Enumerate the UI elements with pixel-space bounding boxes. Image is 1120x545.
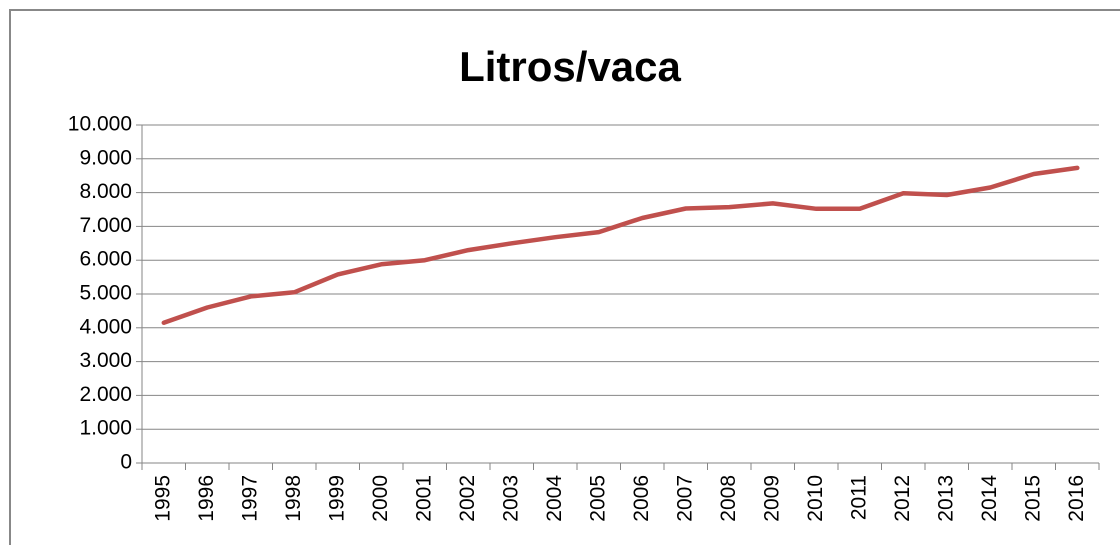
x-tick-label: 2016: [1065, 475, 1088, 522]
x-tick-label: 2013: [934, 475, 957, 522]
x-tick-label: 2002: [456, 475, 479, 522]
y-tick-label: 4.000: [79, 315, 132, 338]
x-tick-label: 1995: [151, 475, 174, 522]
x-tick-label: 1997: [238, 475, 261, 522]
x-tick-label: 2012: [891, 475, 914, 522]
y-tick-label: 9.000: [79, 146, 132, 169]
y-tick-label: 5.000: [79, 282, 132, 305]
x-tick-label: 2003: [499, 475, 522, 522]
x-tick-label: 1998: [282, 475, 305, 522]
x-tick-label: 2011: [847, 475, 870, 520]
chart-border: [9, 9, 1120, 545]
x-tick-label: 2014: [978, 475, 1001, 522]
y-tick-label: 10.000: [68, 113, 132, 136]
x-tick-label: 2008: [717, 475, 740, 522]
data-line: [161, 165, 1080, 325]
y-tick-label: 2.000: [79, 383, 132, 406]
chart-title: Litros/vaca: [459, 43, 681, 90]
x-tick-label: 2007: [673, 475, 696, 522]
x-tick-label: 2005: [586, 475, 609, 522]
y-tick-label: 8.000: [79, 180, 132, 203]
x-tick-label: 2000: [369, 475, 392, 522]
x-tick-label: 2010: [804, 475, 827, 522]
x-tick-label: 2009: [760, 475, 783, 522]
x-tick-label: 1996: [195, 475, 218, 522]
y-tick-label: 0: [120, 451, 132, 474]
x-tick-label: 2015: [1021, 475, 1044, 522]
x-tick-label: 1999: [325, 475, 348, 522]
x-tick-label: 2004: [543, 475, 566, 522]
y-tick-label: 1.000: [79, 417, 132, 440]
y-tick-label: 6.000: [79, 248, 132, 271]
x-tick-label: 2001: [412, 475, 435, 522]
y-tick-label: 7.000: [79, 214, 132, 237]
x-tick-label: 2006: [630, 475, 653, 522]
y-tick-label: 3.000: [79, 349, 132, 372]
